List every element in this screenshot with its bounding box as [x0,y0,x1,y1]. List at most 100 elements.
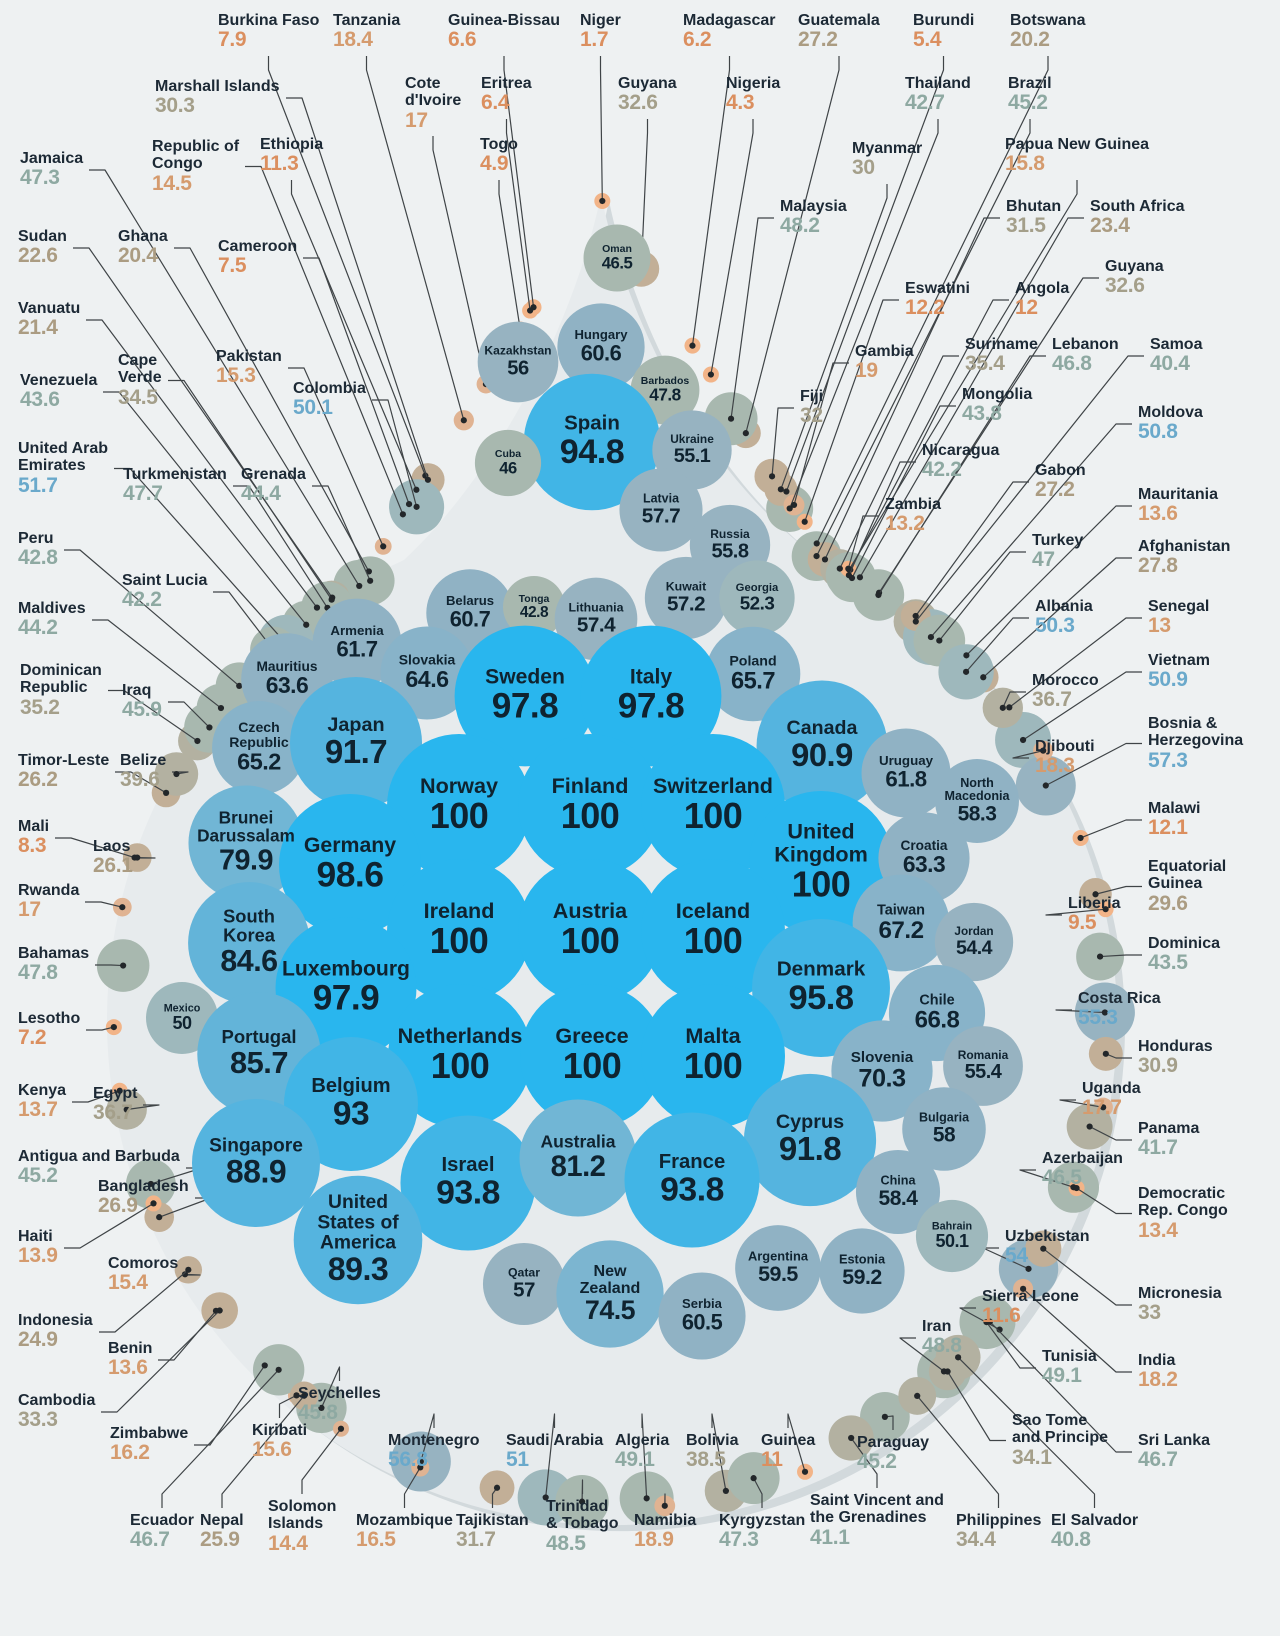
leader-line-eritrea [505,119,531,311]
bubble-value: 84.6 [220,944,277,978]
leader-dot [722,1487,729,1494]
leader-line-algeria [641,1413,648,1499]
bubble-value: 100 [430,920,489,961]
leader-line-mali [55,837,135,859]
leader-line-marshall-islands [286,97,429,480]
bubble-value: 97.8 [492,686,559,725]
bubble-name: United [328,1192,388,1213]
leader-line-turkey [938,551,1026,641]
leader-dot [881,1413,888,1420]
leader-line-mauritania [965,505,1132,656]
country-bubble-slovakia [380,626,474,720]
bubble-name: Mauritius [257,659,318,674]
leader-dot [856,574,864,581]
leader-dot [578,1498,586,1505]
leader-line-saudi-arabia [545,1413,556,1498]
leader-dot [163,789,170,796]
leader-line-peru [64,549,240,687]
bubble-name: Singapore [209,1135,303,1156]
leader-dot [786,505,793,512]
bubble-name: Greece [555,1023,628,1048]
leader-line-timor-leste [115,771,167,794]
bubble-name: Denmark [777,958,866,981]
bubble-name: Serbia [682,1296,723,1311]
leader-line-sri-lanka [989,1321,1132,1453]
leader-line-bahamas [95,964,124,967]
leader-dot [181,1271,189,1278]
leader-dot [1092,891,1099,898]
leader-dot [1040,747,1047,754]
bubble-name: Slovakia [399,652,456,668]
bubble-name: Netherlands [398,1023,523,1048]
bubble-value: 60.5 [682,1309,723,1334]
bubble-value: 91.8 [779,1131,841,1168]
bubble-value: 85.7 [230,1045,288,1080]
country-bubble-japan [289,676,423,810]
leader-line-suriname [839,355,959,569]
bubble-name: Estonia [839,1251,886,1266]
leader-line-uganda [1059,1099,1104,1108]
bubble-value: 56 [507,357,529,379]
leader-dot [313,604,321,611]
bubble-value: 55.4 [965,1061,1002,1083]
leader-line-guinea [787,1413,806,1472]
leader-dot [1006,704,1013,711]
bubble-value: 58.3 [958,802,997,825]
leader-dot [912,618,919,625]
country-bubble-hungary [557,303,645,391]
bubble-value: 95.8 [788,979,853,1017]
bubble-value: 47.8 [649,385,681,405]
leader-dot [1101,1009,1109,1016]
leader-dot [337,1425,345,1432]
leader-dot [367,577,374,584]
leader-dot [821,556,829,563]
bubble-value: 66.8 [915,1007,960,1034]
leader-dot [936,637,943,644]
leader-line-gambia [793,362,849,506]
bubble-value: 59.2 [842,1265,881,1289]
country-bubble-united-states-of-america [293,1175,423,1305]
country-bubble-oman [583,224,651,292]
country-bubble-bulgaria [902,1087,986,1171]
bubble-value: 89.3 [328,1251,389,1287]
bubble-name: Macedonia [944,789,1010,803]
leader-line-egypt [126,1104,160,1111]
country-bubble-north-macedonia [935,759,1019,843]
bubble-name: Kuwait [666,580,706,594]
bubble-name: Qatar [508,1266,540,1280]
country-bubble-new-zealand [556,1240,664,1348]
leader-dot [801,518,808,525]
bubble-value: 100 [684,795,743,836]
bubble-name: Bahrain [932,1221,972,1233]
country-bubble-kazakhstan [477,321,559,403]
bubble-value: 46.5 [602,253,633,272]
country-bubble-cyprus [743,1073,877,1207]
bubble-name: Armenia [330,623,384,638]
leader-line-djibouti [1012,750,1044,759]
leader-line-vanuatu [86,319,318,608]
bubble-name: United [787,819,854,844]
bubble-name: Slovenia [851,1049,914,1066]
leader-dot [318,1404,325,1412]
bubble-value: 93 [333,1095,369,1132]
bubble-value: 91.7 [325,733,387,770]
bubble-value: 55.8 [711,540,748,562]
bubble-value: 61.8 [885,767,926,792]
leader-dot [689,342,696,349]
bubble-name: South [223,905,275,926]
country-bubble-estonia [819,1228,905,1314]
leader-dot [1025,1265,1032,1272]
leader-line-niger [599,56,603,201]
country-bubble-romania [943,1026,1023,1106]
leader-line-el-salvador [957,1356,1096,1508]
leader-line-tunisia [986,1321,1036,1369]
bubble-name: China [880,1173,916,1187]
leader-dot [845,572,853,579]
leader-line-liberia [1045,908,1106,916]
country-bubble-jordan [934,902,1014,982]
leader-line-vietnam [1022,671,1142,741]
leader-dot [955,1354,962,1361]
leader-line-philippines [916,1395,1000,1508]
leader-dot [1100,1104,1107,1111]
